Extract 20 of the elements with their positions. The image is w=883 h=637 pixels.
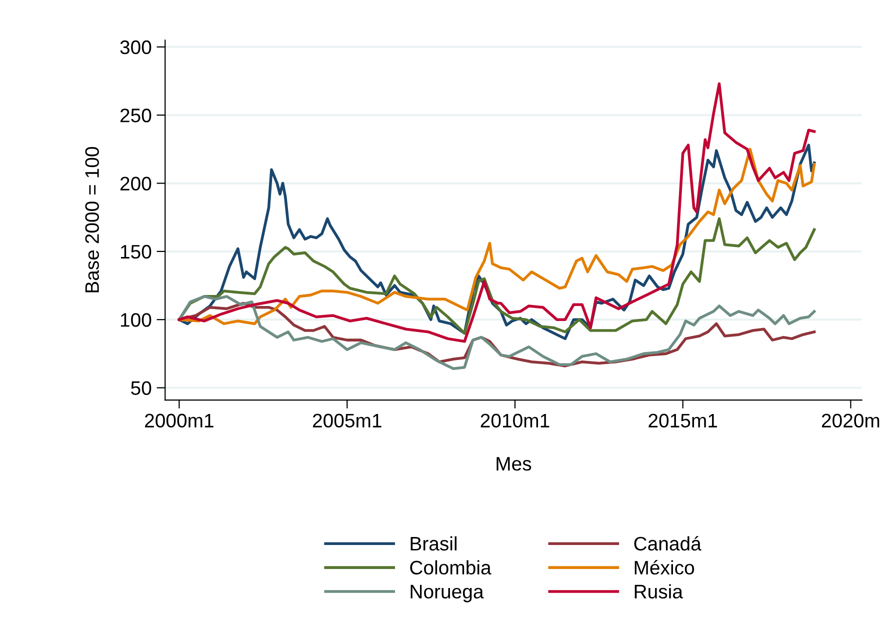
y-tick-label: 50 xyxy=(131,381,152,396)
y-axis-title: Base 2000 = 100 xyxy=(85,147,99,292)
x-tick-label: 2015m1 xyxy=(648,414,718,428)
x-tick-label: 2005m1 xyxy=(312,414,382,428)
legend-label: Rusia xyxy=(634,584,683,599)
y-tick-label: 150 xyxy=(120,244,152,259)
legend-label: México xyxy=(634,560,694,575)
y-tick-label: 100 xyxy=(120,313,152,327)
x-tick-label: 2020m xyxy=(822,414,880,428)
legend-label: Noruega xyxy=(410,584,484,602)
legend-label: Brasil xyxy=(410,536,456,551)
y-tick-label: 250 xyxy=(120,108,152,122)
legend-label: Canadá xyxy=(634,536,702,551)
y-tick-label: 200 xyxy=(120,176,152,191)
x-tick-label: 2000m1 xyxy=(145,414,214,428)
y-tick-label: 300 xyxy=(120,40,152,54)
x-tick-label: 2010m1 xyxy=(480,414,550,428)
legend-label: Colombia xyxy=(410,560,492,575)
line-series xyxy=(178,82,816,343)
x-axis-title: Mes xyxy=(496,457,532,471)
